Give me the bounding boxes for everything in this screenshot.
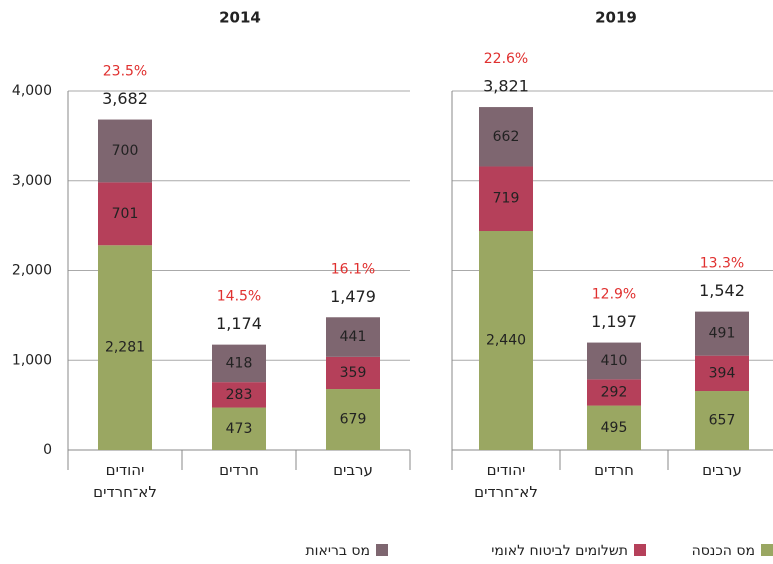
bar-segment — [98, 182, 152, 246]
segment-label: 410 — [601, 353, 628, 369]
chart-title: 2014 — [219, 9, 261, 27]
segment-label: 495 — [601, 420, 628, 436]
bar-segment — [212, 382, 266, 408]
segment-label: 359 — [340, 365, 367, 381]
x-tick-label: חרדים — [219, 461, 259, 479]
bar-segment — [695, 311, 749, 356]
y-tick-label: 0 — [43, 442, 52, 458]
legend-swatch — [376, 544, 388, 556]
x-tick-label: יהודים לא־חרדים — [93, 461, 157, 501]
total-label: 1,542 — [699, 281, 745, 300]
share-label: 16.1% — [331, 261, 375, 277]
segment-label: 701 — [112, 206, 139, 222]
segment-label: 441 — [340, 329, 367, 345]
segment-label: 662 — [493, 129, 520, 145]
segment-label: 2,440 — [486, 333, 526, 349]
total-label: 1,174 — [216, 314, 262, 333]
bar-segment — [695, 355, 749, 392]
total-label: 1,479 — [330, 287, 376, 306]
segment-label: 700 — [112, 143, 139, 159]
segment-label: 473 — [226, 421, 253, 437]
share-label: 12.9% — [592, 287, 636, 303]
bar-segment — [695, 391, 749, 450]
segment-label: 418 — [226, 355, 253, 371]
share-label: 23.5% — [103, 64, 147, 80]
y-tick-label: 1,000 — [12, 352, 52, 368]
segment-label: 292 — [601, 384, 628, 400]
segment-label: 2,281 — [105, 340, 145, 356]
legend-item: מס הכנסה — [692, 543, 773, 559]
x-tick-label: ערבים — [333, 461, 373, 479]
segment-label: 719 — [493, 191, 520, 207]
chart-title: 2019 — [595, 9, 637, 27]
bar-segment — [479, 231, 533, 450]
bar-segment — [212, 407, 266, 450]
bar-segment — [98, 119, 152, 183]
legend-swatch — [634, 544, 646, 556]
bar-segment — [479, 107, 533, 167]
bar-segment — [98, 245, 152, 450]
bar-segment — [326, 356, 380, 390]
segment-label: 491 — [709, 326, 736, 342]
segment-label: 394 — [709, 365, 736, 381]
total-label: 3,821 — [483, 77, 529, 96]
total-label: 1,197 — [591, 312, 637, 331]
legend-item: מס בריאות — [305, 543, 388, 559]
total-label: 3,682 — [102, 89, 148, 108]
segment-label: 283 — [226, 387, 253, 403]
x-tick-label: ערבים — [702, 461, 742, 479]
bar-segment — [326, 317, 380, 357]
share-label: 13.3% — [700, 256, 744, 272]
bar-segment — [479, 166, 533, 232]
legend-swatch — [761, 544, 773, 556]
segment-label: 679 — [340, 412, 367, 428]
bar-segment — [587, 405, 641, 450]
x-tick-label: חרדים — [594, 461, 634, 479]
legend-item: תשלומים לביטוח לאומי — [491, 543, 646, 559]
x-tick-label: יהודים לא־חרדים — [474, 461, 538, 501]
y-tick-label: 3,000 — [12, 173, 52, 189]
legend-label: מס בריאות — [305, 543, 370, 559]
legend-label: תשלומים לביטוח לאומי — [491, 543, 628, 559]
bar-segment — [587, 379, 641, 406]
bar-segment — [212, 344, 266, 383]
legend-label: מס הכנסה — [691, 543, 755, 559]
y-tick-label: 2,000 — [12, 263, 52, 279]
share-label: 14.5% — [217, 289, 261, 305]
bar-segment — [326, 389, 380, 450]
segment-label: 657 — [709, 413, 736, 429]
bar-segment — [587, 342, 641, 380]
y-tick-label: 4,000 — [12, 83, 52, 99]
share-label: 22.6% — [484, 51, 528, 67]
